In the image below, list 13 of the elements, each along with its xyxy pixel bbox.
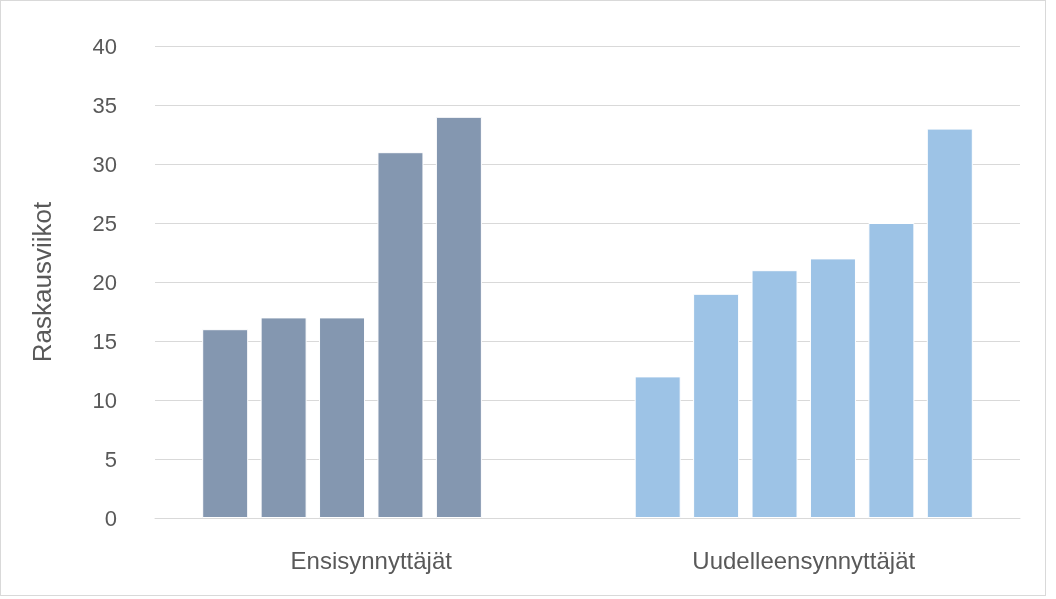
y-tick-label: 5 bbox=[104, 446, 117, 472]
y-tick-label: 35 bbox=[92, 92, 117, 118]
bar bbox=[926, 128, 973, 518]
y-tick-label: 0 bbox=[104, 505, 117, 531]
y-tick-label: 15 bbox=[92, 328, 117, 354]
y-tick-label: 40 bbox=[92, 33, 117, 59]
x-tick-label: Ensisynnyttäjät bbox=[290, 546, 453, 574]
x-tick-label: Uudelleensynnyttäjät bbox=[692, 546, 916, 574]
y-tick-label: 20 bbox=[92, 269, 117, 295]
y-tick-label: 10 bbox=[92, 387, 117, 413]
y-tick-label: 30 bbox=[92, 151, 117, 177]
y-axis-title: Raskausviikot bbox=[27, 201, 57, 363]
y-tick-label: 25 bbox=[92, 210, 117, 236]
